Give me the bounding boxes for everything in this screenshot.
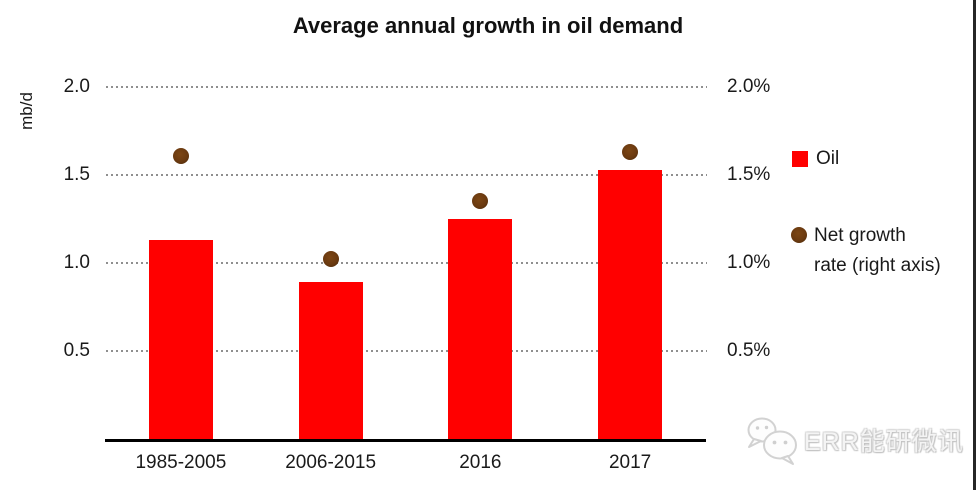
- gridline-2.0: [106, 86, 707, 88]
- right-axis-tick-label: 1.0%: [727, 252, 771, 273]
- gridline-1.5: [106, 174, 707, 176]
- legend-oil-label: Oil: [816, 148, 840, 169]
- right-axis-tick-label: 0.5%: [727, 340, 771, 361]
- legend-net-growth-line2: rate (right axis): [814, 255, 941, 276]
- watermark: ERR能研微讯: [744, 414, 964, 466]
- screenshot-right-edge-line: [973, 0, 976, 490]
- oil-bar-1985-2005: [148, 240, 213, 439]
- x-axis-label-2017: 2017: [608, 452, 652, 473]
- gridline-1.0: [106, 262, 707, 264]
- right-axis-tick-label: 2.0%: [727, 76, 771, 97]
- left-axis-tick-label: 2.0: [63, 76, 90, 97]
- chart-title: Average annual growth in oil demand: [292, 13, 684, 38]
- watermark-text: ERR能研微讯: [804, 428, 964, 456]
- plot-area: [106, 86, 707, 439]
- net-growth-dot-2006-2015: [322, 251, 339, 268]
- net-growth-dot-2016: [472, 193, 489, 210]
- x-axis-line: [105, 439, 706, 442]
- left-axis-tick-label: 0.5: [63, 340, 90, 361]
- net-growth-dot-2017: [622, 144, 639, 161]
- x-axis-label-2016: 2016: [459, 452, 502, 473]
- left-axis-tick-label: 1.5: [63, 164, 90, 185]
- left-axis-tick-label: 1.0: [63, 252, 90, 273]
- x-axis-label-1985-2005: 1985-2005: [135, 452, 227, 473]
- wechat-chat-bubbles-icon: [747, 417, 797, 465]
- net-growth-legend-dot-icon: [791, 227, 807, 243]
- oil-bar-2017: [598, 169, 663, 439]
- x-axis-label-2006-2015: 2006-2015: [285, 452, 377, 473]
- net-growth-dot-1985-2005: [172, 147, 189, 164]
- legend-net-growth-line1: Net growth: [814, 225, 906, 246]
- gridline-0.5: [106, 350, 707, 352]
- oil-bar-2006-2015: [298, 282, 363, 439]
- right-axis-tick-label: 1.5%: [727, 164, 771, 185]
- oil-bar-2016: [448, 219, 513, 439]
- oil-legend-swatch-icon: [792, 151, 808, 167]
- legend-net-growth-label: Net growth rate (right axis): [814, 221, 941, 281]
